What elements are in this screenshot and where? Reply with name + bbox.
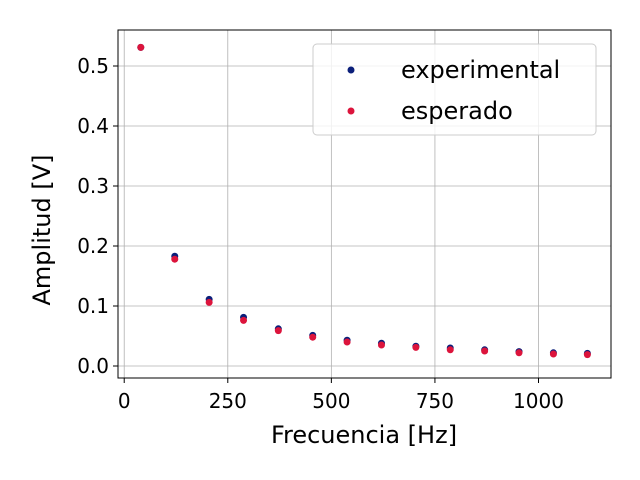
- data-point-esperado: [412, 343, 420, 351]
- y-axis-label: Amplitud [V]: [28, 155, 56, 306]
- legend-marker-experimental: [347, 66, 355, 74]
- legend: experimental esperado: [312, 43, 597, 136]
- y-tick-label: 0.4: [77, 114, 109, 138]
- data-point-esperado: [377, 341, 385, 349]
- x-tick-label: 250: [209, 389, 247, 413]
- data-point-esperado: [171, 255, 179, 263]
- legend-label-esperado: esperado: [401, 97, 513, 125]
- x-tick-label: 750: [416, 389, 454, 413]
- data-point-esperado: [583, 351, 591, 359]
- x-axis-label: Frecuencia [Hz]: [271, 421, 457, 449]
- data-points: [137, 43, 591, 359]
- plot-frame: [117, 29, 612, 379]
- y-tick-label: 0.1: [77, 294, 109, 318]
- data-point-esperado: [240, 316, 248, 324]
- data-point-esperado: [481, 347, 489, 355]
- data-point-esperado: [515, 349, 523, 357]
- axis-ticks: 0 250 500 750 1000 0.0 0.1 0.2 0.3 0.4 0.5: [77, 54, 564, 413]
- data-point-esperado: [446, 346, 454, 354]
- legend-marker-esperado: [347, 107, 355, 115]
- legend-box: [312, 43, 597, 136]
- data-point-esperado: [137, 43, 145, 51]
- y-tick-label: 0.5: [77, 54, 109, 78]
- data-point-esperado: [205, 298, 213, 306]
- data-point-esperado: [309, 333, 317, 341]
- x-tick-label: 1000: [513, 389, 564, 413]
- data-point-esperado: [343, 338, 351, 346]
- x-tick-label: 0: [118, 389, 131, 413]
- legend-label-experimental: experimental: [401, 56, 560, 84]
- y-tick-label: 0.0: [77, 354, 109, 378]
- y-tick-label: 0.3: [77, 174, 109, 198]
- x-tick-label: 500: [312, 389, 350, 413]
- data-point-esperado: [549, 350, 557, 358]
- data-point-esperado: [274, 327, 282, 335]
- y-tick-label: 0.2: [77, 234, 109, 258]
